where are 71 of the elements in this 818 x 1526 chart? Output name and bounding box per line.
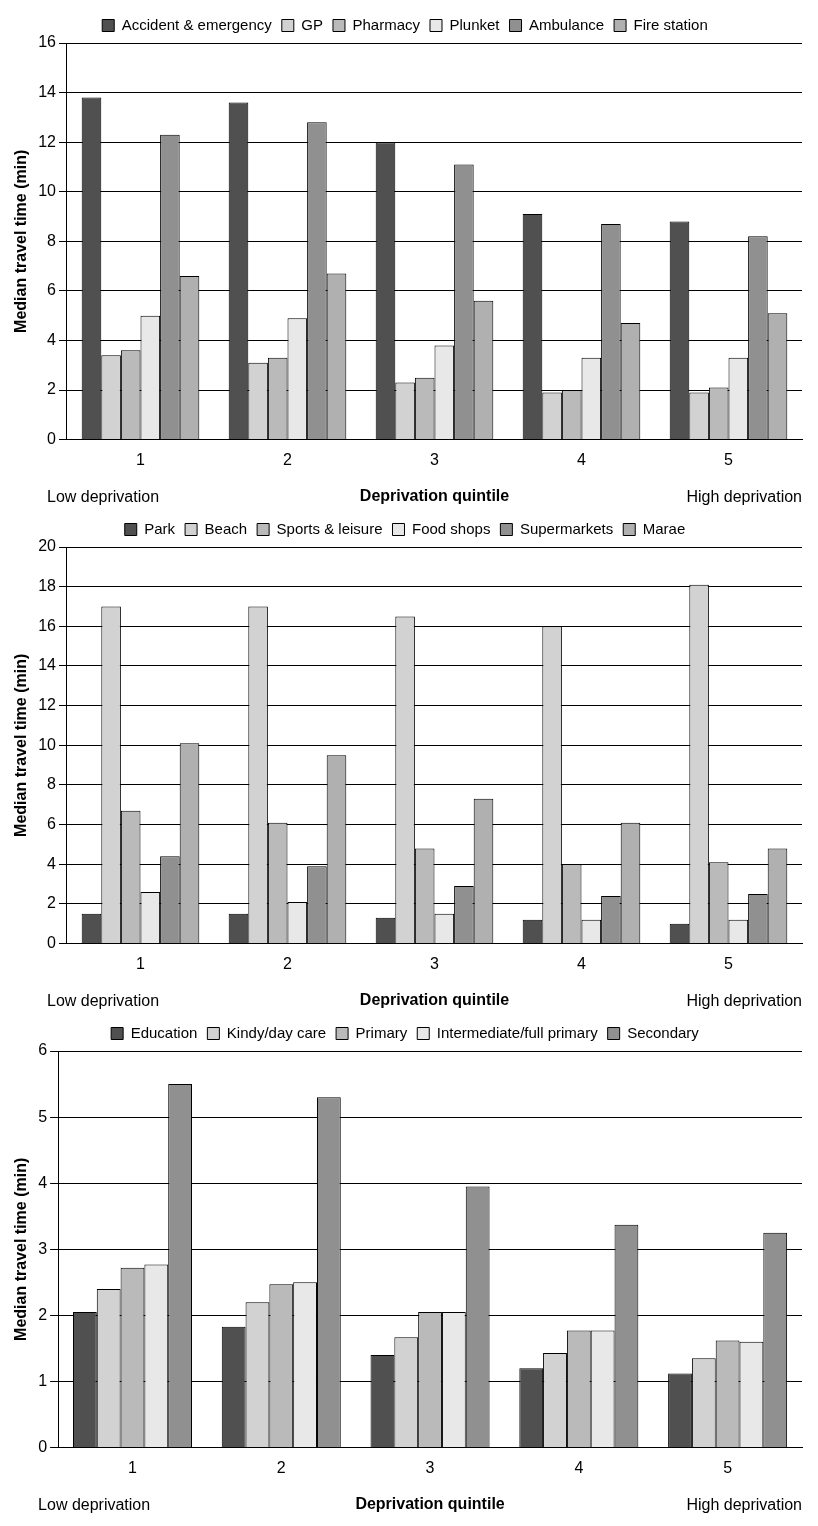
x-tick-label: 1 — [128, 1458, 138, 1476]
legend-label: Marae — [642, 519, 686, 537]
legend-label: Food shops — [411, 519, 491, 537]
legend-label: Plunket — [449, 15, 501, 33]
text: Low deprivation — [38, 1496, 151, 1514]
y-tick-label: 1 — [38, 1371, 48, 1389]
x-tick-label: 4 — [577, 954, 587, 972]
text: Low deprivation — [47, 488, 160, 506]
x-axis-title: Deprivation quintile — [359, 486, 510, 504]
legend-label: Accident & emergency — [121, 15, 273, 33]
y-tick-label: 14 — [38, 656, 57, 674]
legend-label: GP — [301, 15, 323, 33]
text: Low deprivation — [47, 992, 160, 1010]
y-tick-label: 8 — [47, 231, 57, 249]
text: High deprivation — [686, 488, 802, 506]
x-tick-label: 3 — [430, 954, 440, 972]
x-axis-title: Deprivation quintile — [355, 1494, 505, 1512]
y-tick-label: 12 — [38, 696, 57, 714]
legend-label: Supermarkets — [519, 519, 614, 537]
y-tick-label: 6 — [38, 1041, 48, 1059]
y-axis-title: Median travel time (min) — [12, 1157, 30, 1341]
x-tick-label: 5 — [724, 450, 734, 468]
legend-label: Park — [144, 519, 176, 537]
text: High deprivation — [686, 992, 802, 1010]
text: High deprivation — [686, 1496, 802, 1514]
y-axis-title: Median travel time (min) — [12, 653, 30, 837]
legend-label: Pharmacy — [352, 15, 421, 33]
x-tick-label: 2 — [283, 954, 293, 972]
y-tick-label: 14 — [38, 82, 57, 100]
y-tick-label: 10 — [38, 735, 57, 753]
x-tick-label: 3 — [425, 1458, 435, 1476]
legend-label: Ambulance — [529, 15, 605, 33]
y-tick-label: 10 — [38, 182, 57, 200]
y-tick-label: 4 — [47, 854, 57, 872]
legend-label: Kindy/day care — [226, 1023, 327, 1041]
x-tick-label: 2 — [276, 1458, 286, 1476]
y-tick-label: 12 — [38, 132, 57, 150]
x-tick-label: 3 — [430, 450, 440, 468]
y-tick-label: 5 — [38, 1107, 48, 1125]
y-tick-label: 4 — [47, 330, 57, 348]
legend-label: Primary — [355, 1023, 408, 1041]
x-axis-title: Deprivation quintile — [359, 990, 510, 1008]
y-tick-label: 6 — [47, 281, 57, 299]
y-tick-label: 16 — [38, 616, 57, 634]
legend-label: Secondary — [627, 1023, 700, 1041]
y-tick-label: 2 — [38, 1305, 48, 1323]
y-tick-label: 18 — [38, 577, 57, 595]
legend-label: Education — [130, 1023, 198, 1041]
legend-label: Sports & leisure — [276, 519, 383, 537]
y-tick-label: 0 — [38, 1438, 48, 1456]
y-tick-label: 0 — [47, 934, 57, 952]
x-tick-label: 5 — [723, 1458, 733, 1476]
y-tick-label: 16 — [38, 33, 57, 51]
y-tick-label: 2 — [47, 380, 57, 398]
legend-label: Beach — [204, 519, 248, 537]
legend-label: Intermediate/full primary — [436, 1023, 599, 1041]
legend-label: Fire station — [633, 15, 708, 33]
x-tick-label: 4 — [574, 1458, 584, 1476]
y-tick-label: 2 — [47, 894, 57, 912]
y-tick-label: 6 — [47, 815, 57, 833]
x-tick-label: 2 — [283, 450, 293, 468]
x-tick-label: 5 — [724, 954, 734, 972]
y-tick-label: 4 — [38, 1173, 48, 1191]
y-tick-label: 3 — [38, 1239, 48, 1257]
y-tick-label: 8 — [47, 775, 57, 793]
x-tick-label: 4 — [577, 450, 587, 468]
x-tick-label: 1 — [136, 954, 146, 972]
y-axis-title: Median travel time (min) — [12, 149, 30, 333]
y-tick-label: 20 — [38, 537, 57, 555]
x-tick-label: 1 — [136, 450, 146, 468]
y-tick-label: 0 — [47, 430, 57, 448]
